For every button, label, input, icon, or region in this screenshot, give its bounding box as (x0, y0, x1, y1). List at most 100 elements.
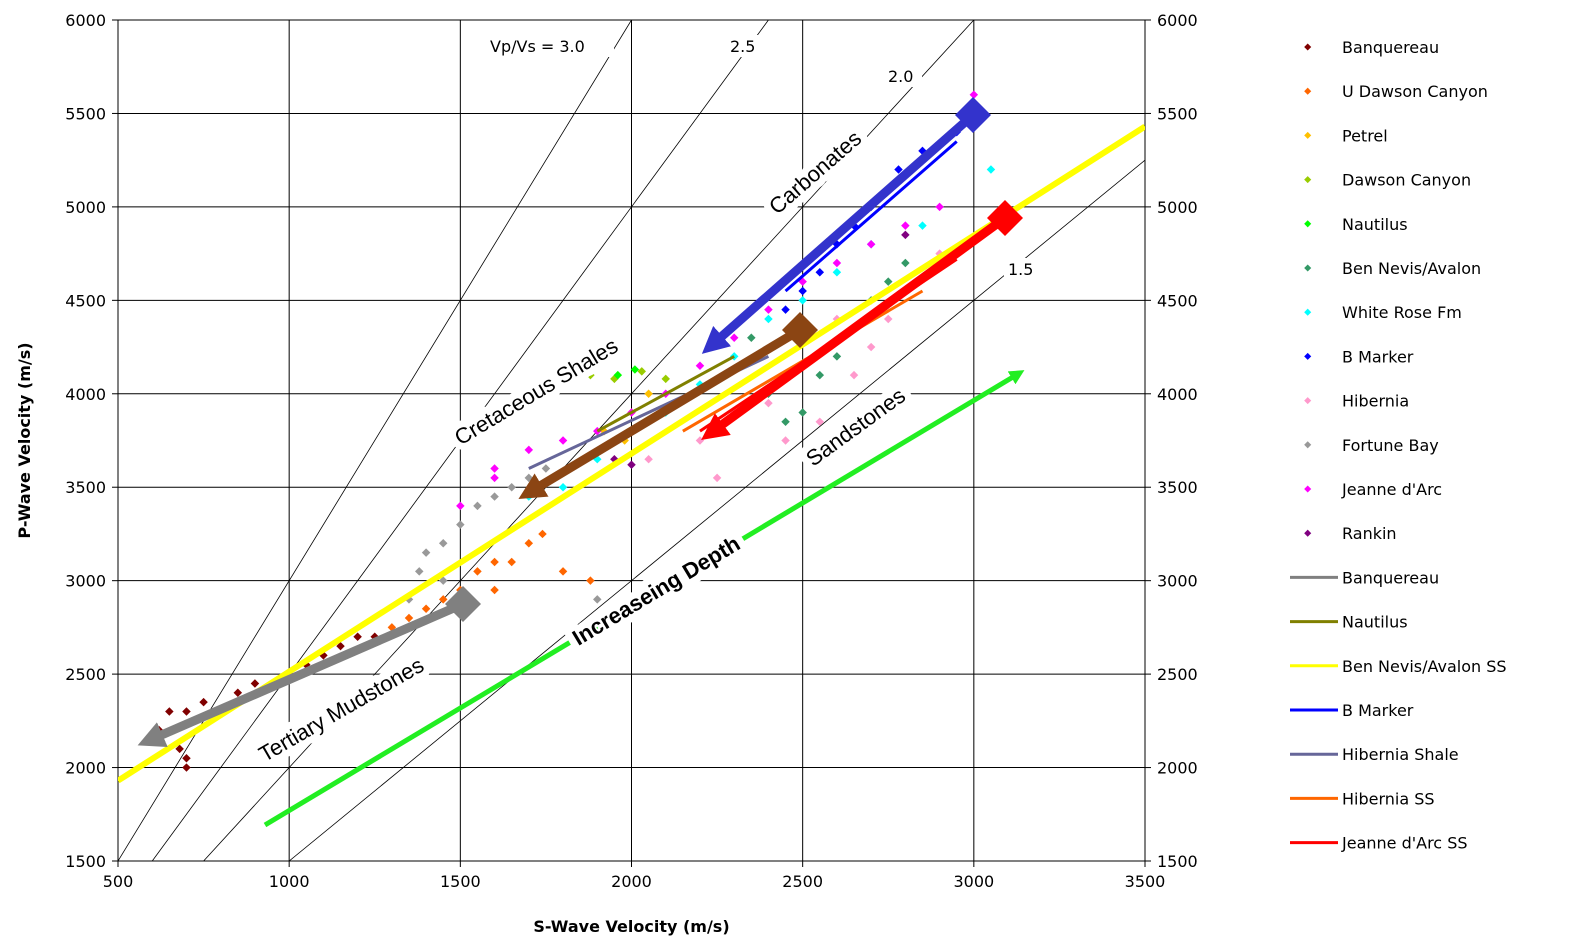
point (798, 286, 807, 296)
point (695, 361, 705, 370)
y-tick-label: 4500 (65, 291, 106, 310)
y2-tick-label: 2000 (1157, 759, 1198, 778)
point (456, 501, 465, 511)
point (815, 268, 825, 277)
point (729, 333, 739, 342)
point (490, 557, 499, 567)
point (866, 342, 876, 352)
y-axis-label: P-Wave Velocity (m/s) (15, 342, 34, 538)
ratio-label-bg (726, 35, 764, 57)
point (884, 314, 893, 324)
ratio-label-bg (486, 35, 614, 57)
legend-label: Ben Nevis/Avalon SS (1342, 657, 1507, 676)
legend-label: B Marker (1342, 701, 1414, 720)
point (541, 464, 551, 473)
legend-marker (1304, 352, 1312, 360)
trend-line (784, 140, 958, 293)
point (798, 296, 807, 305)
point (764, 314, 773, 324)
point (353, 632, 362, 641)
y-tick-label: 4000 (65, 385, 106, 404)
legend-label: Banquereau (1342, 38, 1439, 57)
y-tick-label: 3000 (65, 572, 106, 591)
y-tick-label: 5500 (65, 104, 106, 123)
y2-tick-label: 2500 (1157, 665, 1198, 684)
point (524, 539, 534, 548)
legend-marker (1304, 308, 1312, 316)
legend-label: Petrel (1342, 126, 1388, 145)
point (661, 374, 670, 384)
point (644, 454, 653, 464)
x-tick-label: 1500 (440, 872, 481, 891)
legend-label: Rankin (1342, 524, 1397, 543)
legend-marker (1304, 529, 1312, 537)
x-tick-label: 2000 (611, 872, 652, 891)
point (764, 398, 773, 408)
ratio-label: Vp/Vs = 3.0 (490, 37, 585, 56)
x-tick-label: 1000 (269, 872, 310, 891)
y2-tick-label: 3500 (1157, 478, 1198, 497)
y2-tick-label: 5000 (1157, 198, 1198, 217)
legend-label: Hibernia SS (1342, 789, 1435, 808)
legend-marker (1304, 87, 1312, 95)
x-tick-label: 3500 (1125, 872, 1166, 891)
ratio-label: 1.5 (1008, 260, 1033, 279)
point (438, 595, 448, 604)
point (613, 370, 623, 380)
legend-marker (1304, 441, 1312, 449)
point (586, 370, 595, 380)
ratio-label-bg (884, 65, 922, 87)
legend-marker (1304, 43, 1312, 51)
legend-label: Fortune Bay (1342, 436, 1439, 455)
ratio-label: 2.5 (730, 37, 755, 56)
point (558, 436, 568, 445)
point (712, 473, 722, 483)
point (507, 482, 516, 492)
point (849, 370, 859, 380)
legend-label: Jeanne d'Arc (1341, 480, 1442, 499)
point (627, 460, 636, 470)
point (473, 567, 482, 576)
point (438, 539, 448, 548)
legend-label: Ben Nevis/Avalon (1342, 259, 1481, 278)
legend-marker (1304, 176, 1312, 184)
legend-marker (1304, 397, 1312, 405)
legend-marker (1304, 131, 1312, 139)
point (901, 258, 910, 268)
point (747, 333, 756, 342)
trend-arrows (137, 97, 1025, 828)
point (490, 464, 499, 473)
y-tick-label: 2500 (65, 665, 106, 684)
point (798, 408, 807, 417)
point (815, 417, 825, 427)
point (524, 445, 534, 455)
ratio-line (151, 20, 769, 861)
point (884, 277, 893, 286)
legend-label: Hibernia Shale (1342, 745, 1459, 764)
legend-marker (1304, 485, 1312, 493)
y-tick-label: 1500 (65, 852, 106, 871)
point (558, 482, 568, 492)
y2-tick-label: 4500 (1157, 291, 1198, 310)
legend-label: White Rose Fm (1342, 303, 1462, 322)
point (586, 576, 595, 585)
y-tick-label: 3500 (65, 478, 106, 497)
point (815, 370, 825, 380)
legend-label: B Marker (1342, 347, 1414, 366)
y2-tick-label: 1500 (1157, 852, 1198, 871)
point (421, 604, 431, 613)
ratio-label: 2.0 (888, 67, 913, 86)
point (832, 268, 842, 277)
ratio-label-bg (1004, 258, 1042, 280)
legend-label: Hibernia (1342, 392, 1409, 411)
y2-tick-label: 3000 (1157, 572, 1198, 591)
y2-tick-label: 6000 (1157, 11, 1198, 30)
point (764, 305, 773, 314)
point (558, 567, 568, 576)
point (637, 367, 647, 376)
x-tick-label: 3000 (953, 872, 994, 891)
point (781, 436, 790, 445)
legend-label: Dawson Canyon (1342, 171, 1471, 190)
point (415, 567, 424, 576)
